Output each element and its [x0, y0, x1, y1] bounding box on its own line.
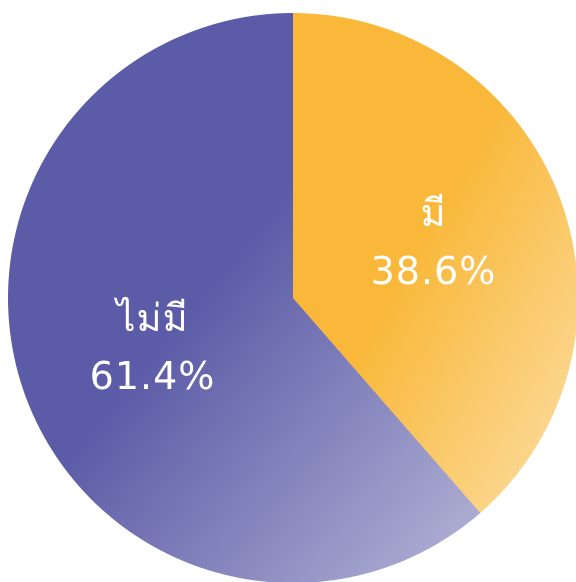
- slice-label: ไม่มี: [113, 296, 188, 340]
- slice-label: มี: [420, 191, 446, 235]
- slice-value-label: 38.6%: [371, 249, 497, 293]
- slice-value-label: 61.4%: [90, 354, 216, 398]
